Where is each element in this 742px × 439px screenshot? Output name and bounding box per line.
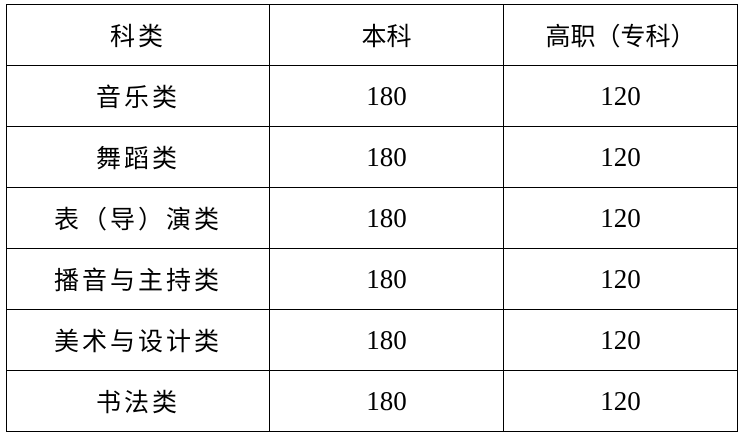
category-cell: 播音与主持类 bbox=[6, 248, 270, 310]
vocational-cell: 120 bbox=[503, 309, 738, 371]
category-cell: 书法类 bbox=[6, 370, 270, 432]
undergraduate-cell: 180 bbox=[269, 187, 504, 249]
undergraduate-cell: 180 bbox=[269, 65, 504, 127]
category-cell: 美术与设计类 bbox=[6, 309, 270, 371]
table-row: 美术与设计类 180 120 bbox=[6, 309, 738, 371]
vocational-cell: 120 bbox=[503, 248, 738, 310]
table-row: 书法类 180 120 bbox=[6, 370, 738, 432]
vocational-cell: 120 bbox=[503, 370, 738, 432]
table-row: 舞蹈类 180 120 bbox=[6, 126, 738, 188]
score-table: 科类 本科 高职（专科） 音乐类 180 120 舞蹈类 180 120 表（导）演类 180… bbox=[6, 4, 738, 432]
undergraduate-cell: 180 bbox=[269, 309, 504, 371]
table-row: 表（导）演类 180 120 bbox=[6, 187, 738, 249]
table-row: 播音与主持类 180 120 bbox=[6, 248, 738, 310]
undergraduate-cell: 180 bbox=[269, 126, 504, 188]
undergraduate-cell: 180 bbox=[269, 370, 504, 432]
vocational-cell: 120 bbox=[503, 65, 738, 127]
header-vocational: 高职（专科） bbox=[503, 4, 738, 66]
undergraduate-cell: 180 bbox=[269, 248, 504, 310]
vocational-cell: 120 bbox=[503, 187, 738, 249]
table-row: 音乐类 180 120 bbox=[6, 65, 738, 127]
category-cell: 表（导）演类 bbox=[6, 187, 270, 249]
header-category: 科类 bbox=[6, 4, 270, 66]
header-undergraduate: 本科 bbox=[269, 4, 504, 66]
category-cell: 音乐类 bbox=[6, 65, 270, 127]
category-cell: 舞蹈类 bbox=[6, 126, 270, 188]
header-row: 科类 本科 高职（专科） bbox=[6, 4, 738, 66]
vocational-cell: 120 bbox=[503, 126, 738, 188]
